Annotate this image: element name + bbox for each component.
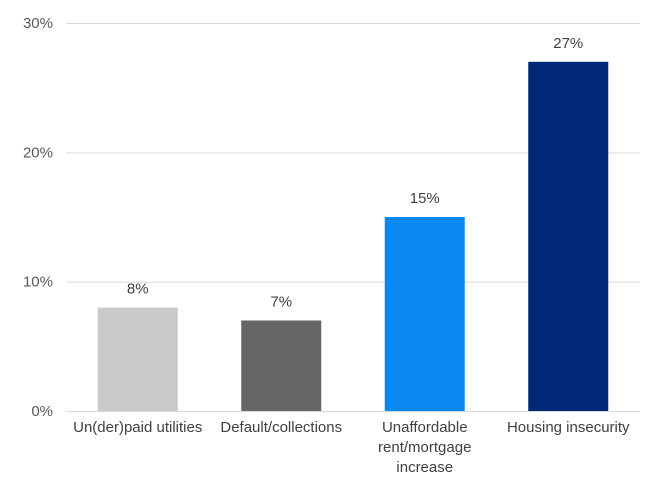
category-label: Unaffordable rent/mortgage increase [378, 419, 471, 476]
category-label: Housing insecurity [507, 419, 630, 436]
y-tick-label: 10% [23, 274, 53, 291]
data-label: 8% [127, 281, 149, 298]
bar [528, 62, 608, 411]
data-label: 15% [410, 190, 440, 207]
y-axis-ticks: 0% 10% 20% 30% [23, 15, 53, 420]
y-tick-label: 0% [31, 403, 53, 420]
bar [385, 217, 465, 411]
category-label: Default/collections [220, 419, 342, 436]
category-labels: Un(der)paid utilities Default/collections… [73, 419, 630, 476]
data-label: 7% [270, 293, 292, 310]
category-label: Un(der)paid utilities [73, 419, 202, 436]
data-label: 27% [553, 35, 583, 52]
category-label-line: increase [396, 459, 453, 476]
category-label-line: Un(der)paid utilities [73, 419, 202, 436]
bar [241, 320, 321, 411]
data-labels: 8% 7% 15% 27% [127, 35, 583, 311]
category-label-line: Default/collections [220, 419, 342, 436]
y-tick-label: 20% [23, 144, 53, 161]
bar [98, 308, 178, 411]
category-label-line: Unaffordable [382, 419, 468, 436]
category-label-line: Housing insecurity [507, 419, 630, 436]
bars [98, 62, 609, 411]
category-label-line: rent/mortgage [378, 439, 471, 456]
y-tick-label: 30% [23, 15, 53, 32]
